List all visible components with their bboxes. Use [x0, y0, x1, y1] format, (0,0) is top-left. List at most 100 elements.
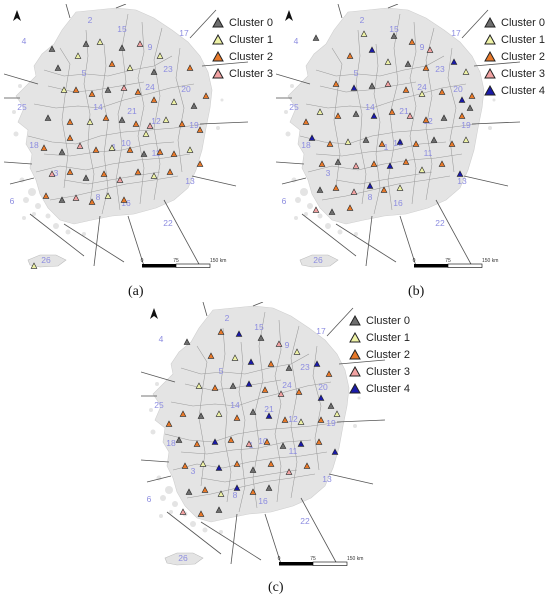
cluster-marker: [126, 64, 134, 71]
cluster-marker: [60, 86, 68, 93]
cluster-marker: [207, 352, 215, 359]
transit-line: [336, 419, 386, 423]
cluster-marker: [334, 158, 342, 165]
cluster-marker: [150, 96, 158, 103]
region-boundary: [43, 141, 175, 157]
cluster-marker: [316, 186, 324, 193]
cluster-marker: [334, 112, 342, 119]
cluster-marker: [362, 136, 370, 143]
small-island: [216, 126, 220, 130]
cluster-marker: [368, 82, 376, 89]
small-island: [285, 131, 291, 137]
cluster-marker: [406, 112, 414, 119]
cluster-marker: [327, 402, 335, 409]
cluster-marker: [116, 176, 124, 183]
scale-tick-label: 0: [141, 258, 144, 264]
cluster-marker: [422, 116, 430, 123]
cluster-legend: Cluster 0 Cluster 1 Cluster 2 Cluster 3 Clus…: [484, 14, 545, 99]
cluster-marker: [179, 508, 187, 515]
transit-line: [264, 513, 282, 565]
cluster-marker: [74, 52, 82, 59]
cluster-marker: [418, 90, 426, 97]
cluster-marker: [249, 488, 257, 495]
transit-line: [461, 9, 489, 39]
cluster-marker: [66, 168, 74, 175]
cluster-marker: [66, 134, 74, 141]
cluster-marker: [388, 108, 396, 115]
small-island: [35, 203, 41, 209]
region-label: 16: [393, 198, 403, 208]
region-label: 8: [96, 192, 101, 202]
region-boundary: [355, 29, 367, 205]
cluster-marker: [275, 340, 283, 347]
transit-line: [65, 4, 71, 19]
region-label: 3: [326, 168, 331, 178]
cluster-marker: [440, 114, 448, 121]
cluster-marker: [82, 174, 90, 181]
cluster-marker: [30, 262, 38, 269]
cluster-marker: [468, 92, 476, 99]
transit-line: [399, 215, 417, 267]
cluster-marker: [197, 412, 205, 419]
triangle-marker-icon: [349, 315, 361, 326]
triangle-marker-icon: [484, 85, 496, 96]
small-island: [284, 110, 288, 114]
cluster-marker: [126, 146, 134, 153]
caption-b: (b): [408, 284, 425, 299]
cluster-marker: [196, 126, 204, 133]
transit-line: [337, 4, 343, 19]
jeju-island: [164, 552, 204, 566]
small-island: [150, 429, 156, 435]
map-panel-c: 1234568910111213141516171819202122232425…: [141, 302, 411, 567]
cluster-marker: [179, 410, 187, 417]
legend-label: Cluster 1: [229, 33, 274, 46]
cluster-marker: [350, 84, 358, 91]
region-label: 16: [121, 198, 131, 208]
cluster-marker: [297, 440, 305, 447]
triangle-marker-icon: [484, 17, 496, 28]
transit-line: [201, 61, 249, 67]
cluster-marker: [378, 140, 386, 147]
cluster-marker: [136, 40, 144, 47]
region-label: 22: [163, 218, 173, 228]
region-boundary: [180, 439, 312, 455]
region-label: 9: [148, 42, 153, 52]
region-label: 2: [225, 313, 230, 323]
small-island: [219, 530, 223, 534]
small-island: [165, 486, 173, 494]
region-label: 21: [399, 106, 409, 116]
region-boundary: [319, 81, 417, 93]
region-boundary: [196, 345, 208, 487]
small-island: [353, 424, 357, 428]
cluster-marker: [448, 140, 456, 147]
cluster-marker: [233, 460, 241, 467]
region-label: 17: [316, 326, 326, 336]
transit-line: [9, 177, 35, 185]
transit-line: [463, 175, 509, 187]
small-island: [159, 514, 163, 518]
region-boundary: [252, 311, 266, 509]
scale-tick-label: 75: [310, 556, 316, 562]
cluster-marker: [297, 418, 305, 425]
triangle-marker-icon: [349, 366, 361, 377]
cluster-marker: [197, 510, 205, 517]
scale-tick-label: 75: [445, 258, 451, 264]
region-boundary: [447, 47, 457, 173]
cluster-marker: [346, 204, 354, 211]
small-island: [32, 212, 36, 216]
cluster-marker: [458, 96, 466, 103]
region-label: 15: [117, 24, 127, 34]
region-boundary: [335, 171, 433, 185]
region-label: 24: [282, 380, 292, 390]
region-boundary: [170, 381, 332, 407]
region-boundary: [137, 21, 145, 205]
legend-item: Cluster 2: [484, 48, 545, 65]
cluster-marker: [235, 330, 243, 337]
korea-map: 1234568910111213141516171819202122232425…: [276, 4, 521, 268]
region-label: 19: [461, 120, 471, 130]
cluster-marker: [350, 188, 358, 195]
jeju-island: [299, 254, 339, 268]
region-label: 13: [457, 176, 467, 186]
cluster-marker: [215, 410, 223, 417]
cluster-marker: [233, 484, 241, 491]
